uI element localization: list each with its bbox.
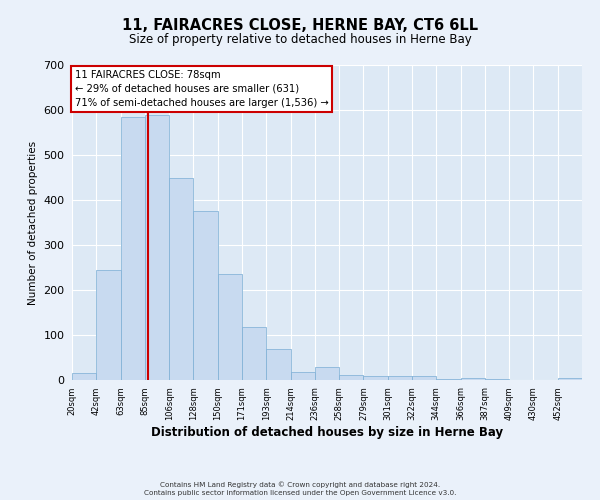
Y-axis label: Number of detached properties: Number of detached properties [28,140,38,304]
Bar [412,376,436,380]
Bar [290,372,315,380]
Bar [485,378,509,380]
Text: 11 FAIRACRES CLOSE: 78sqm
← 29% of detached houses are smaller (631)
71% of semi: 11 FAIRACRES CLOSE: 78sqm ← 29% of detac… [74,70,328,108]
Bar [145,114,169,380]
X-axis label: Distribution of detached houses by size in Herne Bay: Distribution of detached houses by size … [151,426,503,439]
Bar [364,376,388,380]
Bar [193,211,218,380]
Bar [218,274,242,380]
Bar [436,378,461,380]
Bar [266,350,290,380]
Text: 11, FAIRACRES CLOSE, HERNE BAY, CT6 6LL: 11, FAIRACRES CLOSE, HERNE BAY, CT6 6LL [122,18,478,32]
Bar [121,116,145,380]
Bar [388,376,412,380]
Bar [72,373,96,380]
Bar [461,378,485,380]
Bar [96,270,121,380]
Bar [339,375,364,380]
Text: Size of property relative to detached houses in Herne Bay: Size of property relative to detached ho… [128,32,472,46]
Bar [169,178,193,380]
Text: Contains HM Land Registry data © Crown copyright and database right 2024.
Contai: Contains HM Land Registry data © Crown c… [144,482,456,496]
Bar [315,368,339,380]
Bar [242,327,266,380]
Bar [558,378,582,380]
